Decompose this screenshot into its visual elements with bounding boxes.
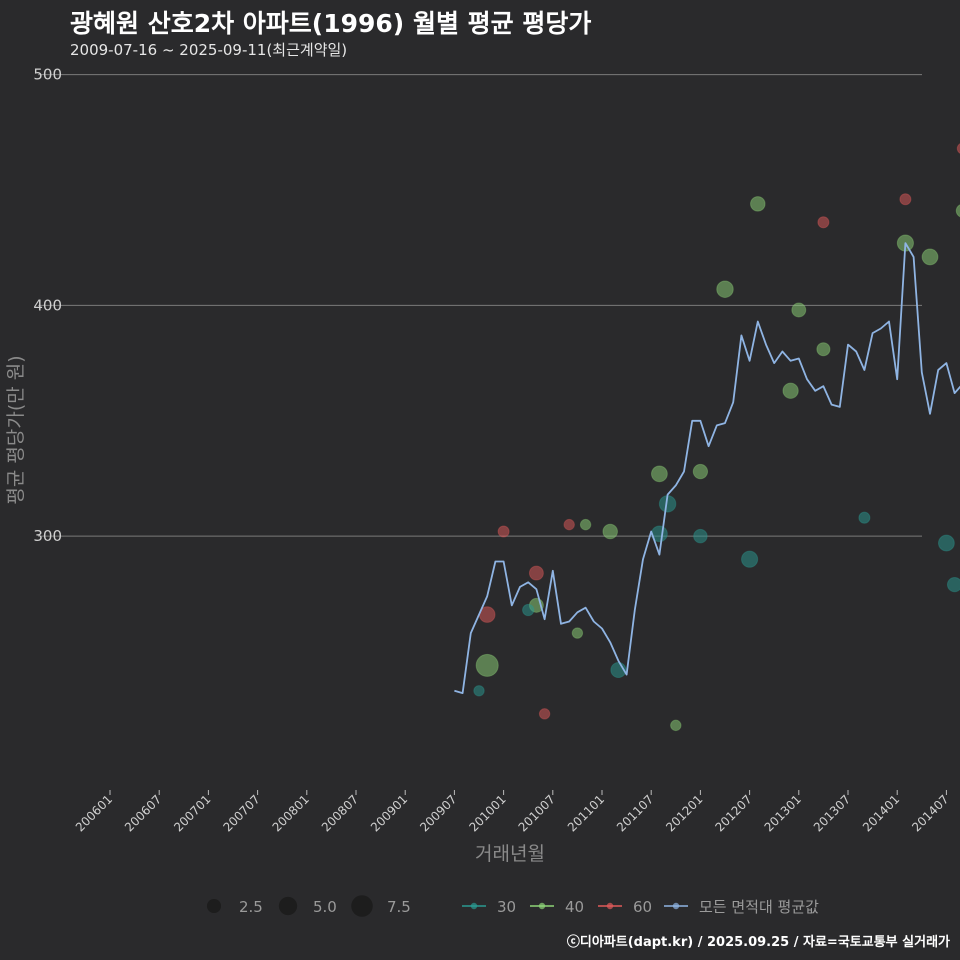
x-tick-label: 201107 <box>614 792 656 834</box>
x-tick-label: 201207 <box>712 792 754 834</box>
bubble-area-40 <box>816 342 831 357</box>
y-tick-label-500: 500 <box>33 66 62 84</box>
x-tick-label: 201401 <box>860 792 902 834</box>
legend-label: 모든 면적대 평균값 <box>699 898 819 916</box>
bubble-area-40 <box>475 653 499 677</box>
legend-size-label: 5.0 <box>313 898 337 916</box>
x-tick-label: 200907 <box>417 792 459 834</box>
bubble-area-60 <box>956 143 960 154</box>
bubble-area-40 <box>955 204 960 218</box>
legend-size-key <box>278 896 298 916</box>
bubble-area-30 <box>693 528 708 544</box>
x-tick-label: 201307 <box>811 792 853 834</box>
legend-size-label: 7.5 <box>387 898 411 916</box>
average-line <box>454 242 960 694</box>
y-tick-label-300: 300 <box>33 527 62 545</box>
bubble-area-40 <box>602 523 618 540</box>
legend-size-key <box>351 895 373 917</box>
x-axis-label: 거래년월 <box>475 843 545 865</box>
bubble-area-60 <box>528 565 544 581</box>
average-line-layer <box>454 242 960 694</box>
legend-dot-60 <box>606 902 614 910</box>
x-tick-label: 201007 <box>516 792 558 834</box>
bubble-area-30 <box>937 534 955 552</box>
legend-dot-30 <box>470 902 478 910</box>
x-tick-label: 201201 <box>663 792 705 834</box>
bubble-area-30 <box>522 603 535 617</box>
legend-size-key <box>206 898 222 914</box>
bubble-area-30 <box>741 550 759 568</box>
legend-dot-모든 면적대 평균값 <box>672 902 680 910</box>
x-tick-label: 201301 <box>762 792 804 834</box>
grid-lines <box>38 74 922 537</box>
bubble-area-30 <box>946 576 960 593</box>
bubble-area-40 <box>782 382 799 399</box>
legend-label: 60 <box>633 898 652 916</box>
bubble-area-60 <box>538 708 551 720</box>
bubble-area-40 <box>921 248 939 266</box>
legend-size-label: 2.5 <box>239 898 263 916</box>
bubble-area-30 <box>473 685 485 697</box>
y-tick-label-400: 400 <box>33 296 62 314</box>
bubble-area-60 <box>899 193 912 206</box>
bubble-area-30 <box>858 511 871 524</box>
bubble-area-40 <box>692 463 709 480</box>
bubble-area-60 <box>497 525 510 538</box>
legend: 2.5 5.0 7.5 30 40 60 모든 면적대 평균값 <box>206 895 819 917</box>
bubble-area-40 <box>571 627 584 639</box>
legend-dot-40 <box>538 902 546 910</box>
x-tick-label: 200607 <box>122 792 164 834</box>
x-tick-label: 200701 <box>171 792 213 834</box>
x-axis-ticks: 200601 200607 200701 200707 200801 200807 2009… <box>73 790 960 835</box>
source-caption: ⓒ디아파트(dapt.kr) / 2025.09.25 / 자료=국토교통부 실… <box>566 935 950 950</box>
x-tick-label: 200707 <box>220 792 262 834</box>
chart-title: 광혜원 산호2차 아파트(1996) 월별 평균 평당가 <box>70 9 592 38</box>
x-tick-label: 200901 <box>368 792 410 834</box>
scatter-layer <box>473 143 960 732</box>
bubble-area-60 <box>817 216 830 229</box>
bubble-area-40 <box>650 465 668 483</box>
x-tick-label: 201407 <box>909 792 951 834</box>
bubble-area-40 <box>579 518 592 531</box>
legend-label: 30 <box>497 898 516 916</box>
x-tick-label: 200601 <box>73 792 115 834</box>
bubble-area-40 <box>716 280 734 298</box>
x-tick-label: 200801 <box>270 792 312 834</box>
chart-subtitle: 2009-07-16 ~ 2025-09-11(최근계약일) <box>70 41 348 59</box>
x-tick-label: 201101 <box>565 792 607 834</box>
bubble-area-40 <box>750 196 766 212</box>
legend-label: 40 <box>565 898 584 916</box>
y-axis-ticks: 300 400 500 <box>33 66 62 546</box>
bubble-area-60 <box>563 518 575 531</box>
bubble-area-40 <box>791 302 807 318</box>
x-tick-label: 200807 <box>319 792 361 834</box>
x-tick-label: 201001 <box>466 792 508 834</box>
bubble-area-40 <box>670 719 682 732</box>
y-axis-label: 평균 평당가(만 원) <box>5 355 27 504</box>
